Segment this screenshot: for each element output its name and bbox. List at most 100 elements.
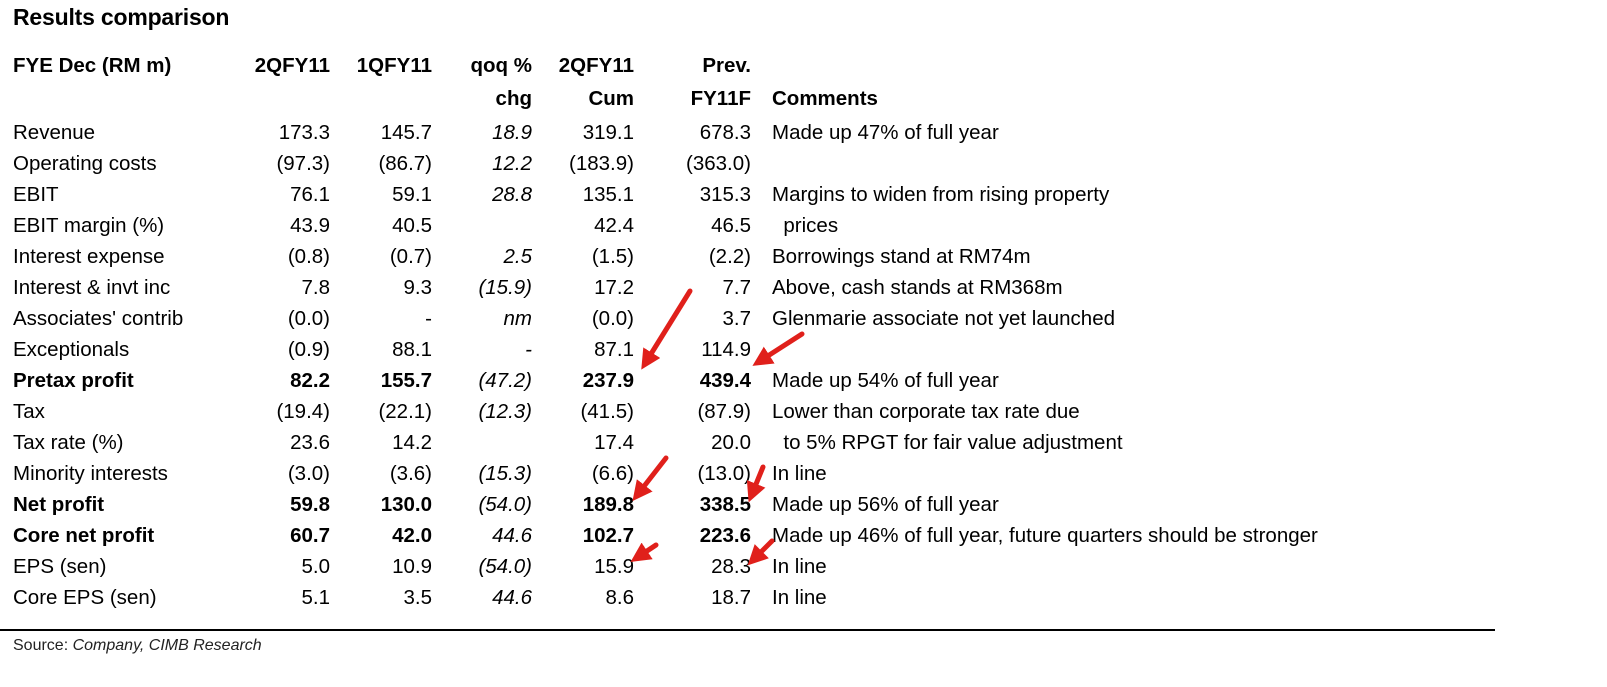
row-label: Operating costs <box>13 152 157 175</box>
cell-1qfy11: (22.1) <box>378 400 432 423</box>
row-label: Exceptionals <box>13 338 130 361</box>
cell-1qfy11: 3.5 <box>403 586 433 609</box>
cell-qoq-chg: (15.9) <box>478 276 532 299</box>
cell-prev-fy11f: (363.0) <box>686 152 751 175</box>
cell-prev-fy11f: (87.9) <box>697 400 751 423</box>
cell-prev-fy11f: 678.3 <box>699 121 751 144</box>
cell-2qfy11-cum: 15.9 <box>594 555 634 578</box>
cell-2qfy11-cum: 189.8 <box>582 493 634 516</box>
row-label: Interest & invt inc <box>13 276 171 299</box>
cell-comment: Lower than corporate tax rate due <box>772 400 1080 423</box>
cell-2qfy11: (0.8) <box>287 245 330 268</box>
header-comments: Comments <box>772 87 878 110</box>
source-value: Company, CIMB Research <box>72 637 262 654</box>
cell-prev-fy11f: 114.9 <box>701 338 751 361</box>
table-row: Tax rate (%) 23.6 14.2 17.4 20.0 to 5% RPGT … <box>0 431 1607 462</box>
cell-comment: to 5% RPGT for fair value adjustment <box>772 431 1123 454</box>
table-row: EPS (sen) 5.0 10.9 (54.0) 15.9 28.3 In line <box>0 555 1607 586</box>
cell-2qfy11: 59.8 <box>290 493 330 516</box>
cell-1qfy11: 40.5 <box>392 214 432 237</box>
cell-2qfy11: (97.3) <box>276 152 330 175</box>
cell-prev-fy11f: 20.0 <box>711 431 751 454</box>
cell-1qfy11: 130.0 <box>380 493 432 516</box>
cell-comment: Above, cash stands at RM368m <box>772 276 1063 299</box>
cell-qoq-chg: (15.3) <box>478 462 532 485</box>
header-col-2qfy11: 2QFY11 <box>254 54 330 77</box>
cell-comment: Glenmarie associate not yet launched <box>772 307 1116 330</box>
cell-2qfy11: 82.2 <box>290 369 330 392</box>
cell-qoq-chg: (54.0) <box>478 493 532 516</box>
row-label: Tax <box>13 400 45 423</box>
cell-comment: Margins to widen from rising property <box>772 183 1110 206</box>
cell-prev-fy11f: (13.0) <box>697 462 751 485</box>
cell-2qfy11: (0.0) <box>287 307 330 330</box>
cell-1qfy11: 10.9 <box>392 555 432 578</box>
cell-2qfy11: 173.3 <box>278 121 330 144</box>
table-row: Interest & invt inc 7.8 9.3 (15.9) 17.2 7.7 Ab… <box>0 276 1607 307</box>
cell-comment: In line <box>772 555 827 578</box>
cell-comment: Made up 47% of full year <box>772 121 999 144</box>
cell-1qfy11: (0.7) <box>389 245 432 268</box>
cell-qoq-chg: 2.5 <box>503 245 533 268</box>
cell-2qfy11-cum: 17.4 <box>594 431 634 454</box>
cell-comment: Borrowings stand at RM74m <box>772 245 1031 268</box>
cell-2qfy11-cum: (1.5) <box>591 245 634 268</box>
cell-prev-fy11f: 315.3 <box>699 183 751 206</box>
cell-2qfy11-cum: 42.4 <box>594 214 634 237</box>
table-row: Tax (19.4) (22.1) (12.3) (41.5) (87.9) Lower t… <box>0 400 1607 431</box>
table-row: Minority interests (3.0) (3.6) (15.3) (6.6) (… <box>0 462 1607 493</box>
row-label: Core EPS (sen) <box>13 586 157 609</box>
header-col-qoq-line2: chg <box>495 87 532 110</box>
cell-2qfy11-cum: (41.5) <box>580 400 634 423</box>
header-col-cum-line1: 2QFY11 <box>558 54 634 77</box>
header-col-cum-line2: Cum <box>588 87 634 110</box>
cell-qoq-chg: 28.8 <box>492 183 532 206</box>
page-title: Results comparison <box>13 4 230 30</box>
cell-qoq-chg: 44.6 <box>492 524 532 547</box>
cell-qoq-chg: (54.0) <box>478 555 532 578</box>
table-row: EBIT 76.1 59.1 28.8 135.1 315.3 Margins to wid… <box>0 183 1607 214</box>
cell-2qfy11: 43.9 <box>290 214 330 237</box>
cell-2qfy11: 60.7 <box>290 524 330 547</box>
table-row: Interest expense (0.8) (0.7) 2.5 (1.5) (2.2) B… <box>0 245 1607 276</box>
cell-prev-fy11f: 223.6 <box>699 524 751 547</box>
cell-1qfy11: 155.7 <box>380 369 432 392</box>
cell-1qfy11: (86.7) <box>378 152 432 175</box>
table-row: Core net profit 60.7 42.0 44.6 102.7 223.6 Mad… <box>0 524 1607 555</box>
cell-2qfy11: 7.8 <box>301 276 331 299</box>
row-label: Tax rate (%) <box>13 431 124 454</box>
cell-2qfy11-cum: (183.9) <box>569 152 634 175</box>
cell-2qfy11-cum: (6.6) <box>591 462 634 485</box>
row-label: Revenue <box>13 121 96 144</box>
cell-qoq-chg: 44.6 <box>492 586 532 609</box>
row-label: Core net profit <box>13 524 155 547</box>
cell-comment: In line <box>772 586 827 609</box>
row-label: Net profit <box>13 493 105 516</box>
table-row: Net profit 59.8 130.0 (54.0) 189.8 338.5 Made … <box>0 493 1607 524</box>
row-label: EPS (sen) <box>13 555 107 578</box>
cell-1qfy11: 88.1 <box>392 338 432 361</box>
cell-1qfy11: 9.3 <box>403 276 433 299</box>
cell-prev-fy11f: 338.5 <box>699 493 751 516</box>
table-row: Revenue 173.3 145.7 18.9 319.1 678.3 Made up 4… <box>0 121 1607 152</box>
cell-comment: In line <box>772 462 827 485</box>
table-row: Operating costs (97.3) (86.7) 12.2 (183.9) (3… <box>0 152 1607 183</box>
table-row: Core EPS (sen) 5.1 3.5 44.6 8.6 18.7 In line <box>0 586 1607 617</box>
row-label: EBIT margin (%) <box>13 214 165 237</box>
header-col-qoq-line1: qoq % <box>470 54 533 77</box>
row-label: Pretax profit <box>13 369 134 392</box>
header-col-prev-line1: Prev. <box>702 54 751 77</box>
cell-prev-fy11f: 3.7 <box>722 307 752 330</box>
cell-prev-fy11f: (2.2) <box>708 245 751 268</box>
cell-1qfy11: - <box>425 307 432 330</box>
cell-2qfy11: (3.0) <box>287 462 330 485</box>
cell-comment: Made up 46% of full year, future quarter… <box>772 524 1318 547</box>
table-row: Associates' contrib (0.0) - nm (0.0) 3.7 Glenm… <box>0 307 1607 338</box>
cell-prev-fy11f: 18.7 <box>711 586 751 609</box>
cell-2qfy11-cum: 87.1 <box>594 338 634 361</box>
cell-2qfy11-cum: 17.2 <box>594 276 634 299</box>
cell-2qfy11-cum: 8.6 <box>605 586 635 609</box>
cell-1qfy11: 42.0 <box>392 524 432 547</box>
cell-2qfy11-cum: 319.1 <box>582 121 634 144</box>
cell-qoq-chg: (47.2) <box>478 369 532 392</box>
